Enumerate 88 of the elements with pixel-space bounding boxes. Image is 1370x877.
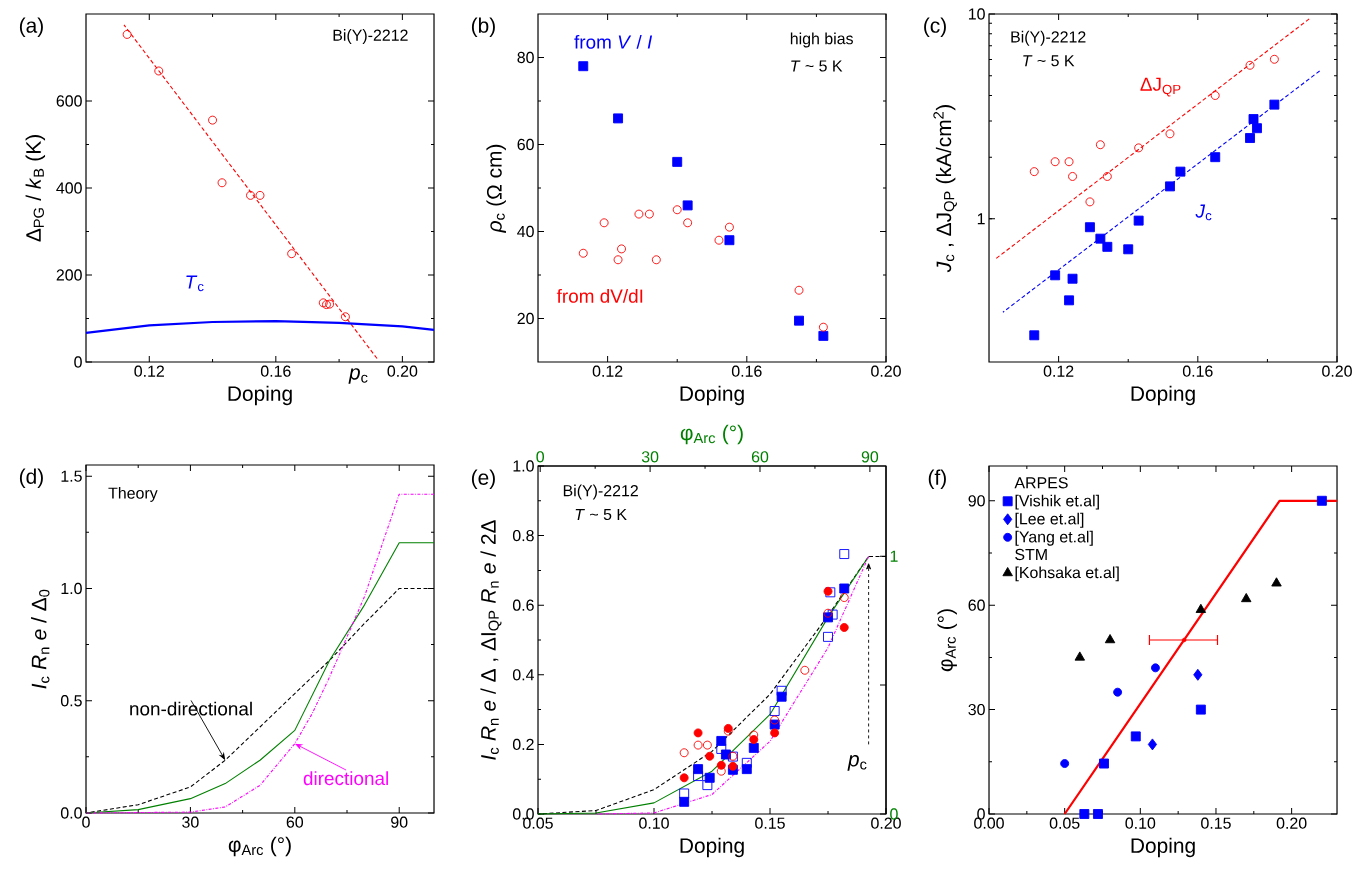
x-tick-label: 0.16 [1182,365,1213,377]
y-tick-label: 0 [74,356,82,368]
x2-tick-label: 90 [861,451,879,463]
y-axis-title: Δ$_{PG}$ / k$_{B}$ (K) [25,135,46,242]
x-axis-title: Doping [680,837,744,858]
x2-tick-label: 60 [751,451,769,463]
y-tick-label: 60 [517,138,534,151]
x-tick-label: 0 [82,816,90,828]
y-tick-label: 0.8 [512,529,534,542]
text: I$_{c}$ R$_{n}$ e / Δ , ΔI$_{QP}$ R$_{n}$ e / 2Δ [480,520,502,760]
x-tick-label: 0.05 [1049,817,1080,829]
y-tick-label: 200 [56,269,82,281]
x-tick-label: 60 [286,816,304,828]
series-label: from dV/dI [556,288,643,303]
y-tick-label: 400 [56,182,82,194]
x-tick-label: 30 [182,816,199,828]
x-tick-label: 0.20 [1276,817,1307,829]
y-tick-label: 0.0 [60,807,82,819]
chart-title: (a) [19,17,43,37]
legend-label: [Yang et.al] [1015,530,1093,546]
x-tick-label: 0.12 [592,365,623,377]
chart-title: (c) [924,17,946,37]
x-tick-label: 0.20 [387,365,418,377]
series-label: T$_{c}$ [186,275,204,292]
annotation: Bi(Y)-2212 [1011,30,1086,46]
annotation: T ~ 5 K [791,60,843,72]
y-axis-title: I$_{c}$ R$_{n}$ e / Δ$_{0}$ [31,589,50,689]
y-axis-title: φ$_{Arc}$ (°) [937,609,957,672]
x2-tick-label: 30 [641,451,659,463]
y-tick-label: 80 [517,51,534,64]
x-tick-label: 0.10 [639,817,669,829]
y-tick-label: 0.4 [512,669,535,681]
annotation: Bi(Y)-2212 [563,484,638,500]
y-tick-label: 600 [56,95,82,107]
x2-tick-label: 0 [536,451,545,463]
series-label: J$_{c}$ [1195,204,1212,221]
x-tick-label: 0.15 [755,817,785,829]
x-tick-label: 0.12 [1043,365,1074,377]
y-tick-label: 90 [968,495,985,507]
annotation: Bi(Y)-2212 [333,29,408,44]
legend-label: [Kohsaka et.al] [1015,566,1119,582]
annotation: STM [1015,548,1047,561]
x-tick-label: 0.20 [1322,365,1352,377]
y-tick-label: 40 [517,225,534,238]
annotation: high bias [790,32,853,48]
annotation: T ~ 5 K [575,508,627,521]
x-axis-title: Doping [228,385,292,406]
legend-label: [Lee et.al] [1015,512,1084,528]
y-tick-label: 30 [968,703,985,716]
y-axis-title: ρ$_{c}$ (Ω cm) [486,144,506,233]
series-label: from V / I [574,34,653,49]
chart-title: (b) [471,17,495,37]
chart-title: (f) [928,469,946,489]
y-tick-label: 0.6 [512,599,534,611]
x-tick-label: 90 [391,816,408,828]
legend-label: [Vishik et.al] [1015,494,1099,510]
y-tick-label: 10 [968,8,985,20]
legend-label: non-directional [130,701,252,716]
x-tick-label: 0.16 [731,365,762,377]
x-tick-label: 0.16 [260,365,291,377]
y-tick-label: 1.0 [513,460,534,472]
y-tick-label: 20 [517,312,534,325]
y2-tick-label: 1 [890,550,898,562]
series-label: ΔJ$_{QP}$ [1140,77,1181,97]
x-axis-title: Doping [1131,385,1195,406]
annotation: T ~ 5 K [1023,55,1075,67]
x-axis-title: φ$_{Arc}$ (°) [228,836,291,857]
x-tick-label: 0.15 [1201,817,1231,829]
y-tick-label: 0.5 [60,695,82,707]
annotation: Theory [108,487,158,502]
y-tick-label: 1.0 [61,582,82,595]
y-tick-label: 60 [968,599,985,611]
text: p$_{c}$ [348,368,368,384]
x-tick-label: 0.20 [871,365,901,377]
y-tick-label: 1.5 [61,470,82,482]
chart-title: (d) [19,468,43,488]
x-tick-label: 0.12 [134,365,164,377]
x2-axis-title: φ$_{Arc}$ (°) [680,424,743,445]
legend-title: ARPES [1014,477,1068,489]
chart-title: (e) [471,469,495,489]
x-axis-title: Doping [680,385,744,406]
y-tick-label: 1 [977,213,985,225]
annotation: p$_{c}$ [847,755,867,771]
series-label: directional [303,771,388,786]
y-axis-title: J$_{c}$ , ΔJ$_{QP}$ (kA/cm$^{2}$) [933,105,957,273]
x-tick-label: 0.10 [1125,817,1156,829]
x-axis-title: Doping [1131,837,1195,858]
y-tick-label: 0.2 [512,738,534,751]
